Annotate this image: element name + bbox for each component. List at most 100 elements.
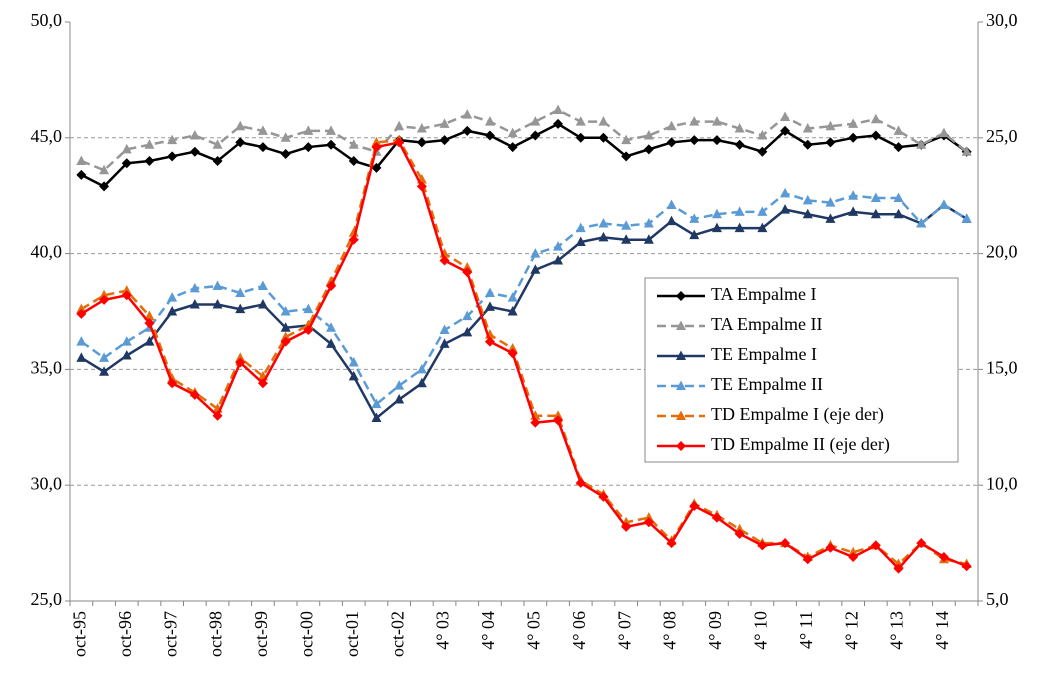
marker xyxy=(99,181,110,192)
marker xyxy=(280,322,291,332)
marker xyxy=(666,215,677,226)
marker xyxy=(621,134,632,145)
legend-label: TE Empalme I xyxy=(711,344,817,364)
x-tick-label: oct-99 xyxy=(251,611,271,657)
marker xyxy=(802,139,813,150)
marker xyxy=(280,149,291,160)
marker xyxy=(394,137,405,148)
marker xyxy=(780,111,791,121)
marker xyxy=(711,116,722,126)
marker xyxy=(870,192,881,203)
marker xyxy=(280,306,291,316)
series-line xyxy=(80,138,967,566)
marker xyxy=(76,308,87,319)
marker xyxy=(416,123,427,133)
marker xyxy=(575,116,586,126)
marker xyxy=(484,130,495,141)
marker xyxy=(484,336,495,347)
marker xyxy=(326,281,337,292)
marker xyxy=(462,310,473,321)
marker xyxy=(235,357,246,368)
marker xyxy=(416,137,427,148)
marker xyxy=(280,331,291,341)
x-tick-label: oct-98 xyxy=(206,611,226,657)
marker xyxy=(780,125,791,136)
legend-box xyxy=(644,277,959,463)
marker xyxy=(598,132,609,143)
marker xyxy=(99,289,110,300)
marker xyxy=(303,125,314,135)
marker xyxy=(189,299,200,309)
marker xyxy=(235,352,246,362)
marker xyxy=(484,116,495,126)
y2-tick-label: 30,0 xyxy=(986,10,1018,30)
x-tick-label: 4° 05 xyxy=(523,611,543,650)
marker xyxy=(916,139,927,149)
marker xyxy=(530,417,541,428)
marker xyxy=(121,143,132,154)
marker xyxy=(938,551,949,562)
marker xyxy=(938,199,949,209)
marker xyxy=(326,322,337,332)
x-tick-label: 4° 12 xyxy=(841,611,861,650)
marker xyxy=(189,129,200,140)
marker xyxy=(553,255,564,265)
marker xyxy=(689,229,700,240)
marker xyxy=(394,394,405,404)
marker xyxy=(371,162,382,173)
marker xyxy=(326,338,337,348)
marker xyxy=(121,285,132,295)
marker xyxy=(394,120,405,131)
marker xyxy=(121,158,132,169)
marker xyxy=(99,294,110,305)
marker xyxy=(462,109,473,119)
marker xyxy=(235,120,246,131)
x-tick-label: oct-02 xyxy=(387,611,407,657)
marker xyxy=(961,561,972,572)
marker xyxy=(780,204,791,214)
marker xyxy=(757,146,768,157)
marker xyxy=(870,540,881,551)
marker xyxy=(76,352,87,362)
y2-tick-label: 10,0 xyxy=(986,473,1018,493)
marker xyxy=(439,135,450,146)
marker xyxy=(676,380,686,390)
y-tick-label: 35,0 xyxy=(31,358,63,378)
marker xyxy=(734,206,745,216)
legend-label: TA Empalme I xyxy=(711,284,817,304)
marker xyxy=(676,410,686,420)
marker xyxy=(348,356,359,367)
marker xyxy=(757,206,768,216)
marker xyxy=(530,248,541,258)
marker xyxy=(394,380,405,390)
marker xyxy=(916,538,927,549)
marker xyxy=(598,231,609,242)
marker xyxy=(621,521,632,532)
marker xyxy=(167,151,178,162)
marker xyxy=(676,441,686,451)
marker xyxy=(326,139,337,150)
marker xyxy=(757,540,768,551)
marker xyxy=(643,512,654,522)
marker xyxy=(711,222,722,233)
marker xyxy=(802,208,813,219)
marker xyxy=(348,370,359,381)
series-line xyxy=(80,203,968,420)
marker xyxy=(99,366,110,376)
x-tick-label: oct-01 xyxy=(342,611,362,657)
marker xyxy=(711,512,722,523)
marker xyxy=(507,306,518,316)
marker xyxy=(734,139,745,150)
marker xyxy=(575,222,586,233)
marker xyxy=(257,378,268,389)
marker xyxy=(507,127,518,138)
marker xyxy=(802,554,813,565)
marker xyxy=(757,129,768,140)
marker xyxy=(666,199,677,209)
marker xyxy=(757,222,768,233)
marker xyxy=(76,155,87,165)
marker xyxy=(257,142,268,153)
x-tick-label: oct-00 xyxy=(296,611,316,657)
marker xyxy=(439,324,450,335)
